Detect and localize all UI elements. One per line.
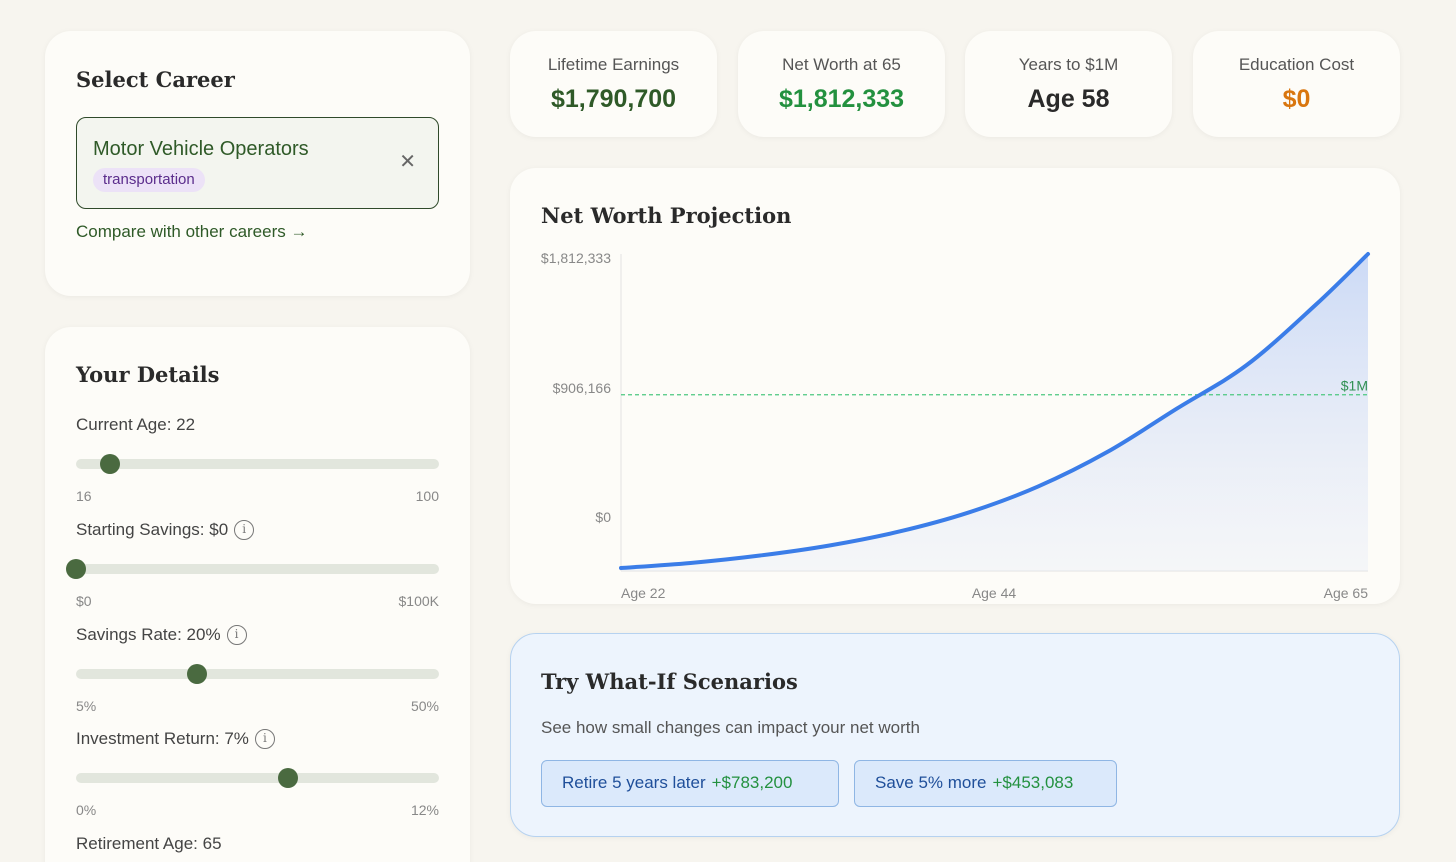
current-age-label: Current Age: 22: [76, 415, 196, 434]
current-age-max: 100: [415, 488, 439, 504]
select-career-title: Select Career: [76, 67, 235, 92]
investment-return-label: Investment Return: 7% i: [76, 728, 439, 750]
stat-label: Net Worth at 65: [782, 55, 901, 74]
starting-savings-slider-group: Starting Savings: $0 i $0 $100K: [66, 519, 439, 609]
scenario-delta: +$453,083: [992, 773, 1074, 792]
what-if-subtitle: See how small changes can impact your ne…: [541, 718, 920, 737]
investment-return-slider-group: Investment Return: 7% i 0% 12%: [76, 728, 439, 818]
what-if-title: Try What-If Scenarios: [541, 669, 798, 694]
what-if-card: Try What-If Scenarios See how small chan…: [510, 633, 1400, 837]
scenario-label: Retire 5 years later: [562, 773, 706, 792]
x-tick-label: Age 22: [621, 585, 666, 601]
starting-savings-max: $100K: [398, 593, 439, 609]
investment-return-thumb[interactable]: [277, 768, 298, 788]
x-tick-label: Age 44: [972, 585, 1017, 601]
net-worth-chart: $1M $1,812,333 $906,166 $0 Age 22 Age 44 Age 6…: [541, 250, 1370, 601]
retirement-age-label: Retirement Age: 65: [76, 834, 222, 853]
save-more-button[interactable]: Save 5% more +$453,083: [854, 760, 1117, 807]
your-details-title: Your Details: [76, 362, 220, 387]
compare-careers-link[interactable]: Compare with other careers →: [76, 222, 308, 241]
info-icon[interactable]: i: [254, 729, 275, 749]
stat-value: $1,790,700: [550, 85, 677, 113]
scenario-delta: +$783,200: [711, 773, 793, 792]
investment-return-min: 0%: [76, 802, 97, 818]
scenario-label: Save 5% more: [875, 773, 987, 792]
career-category-badge: transportation: [93, 168, 205, 192]
starting-savings-label: Starting Savings: $0 i: [76, 519, 439, 541]
y-tick-label: $1,812,333: [541, 250, 611, 266]
stat-value: $1,812,333: [778, 85, 905, 113]
current-age-thumb[interactable]: [100, 454, 121, 474]
savings-rate-slider-group: Savings Rate: 20% i 5% 50%: [76, 624, 439, 714]
stat-label: Years to $1M: [1018, 55, 1119, 74]
years-to-million-card: Years to $1M Age 58: [965, 31, 1172, 137]
starting-savings-min: $0: [76, 593, 92, 609]
net-worth-area: [621, 254, 1368, 571]
your-details-card: Your Details Current Age: 22 16 100 Star…: [45, 327, 470, 862]
investment-return-max: 12%: [410, 802, 439, 818]
million-threshold-label: $1M: [1341, 378, 1368, 394]
savings-rate-min: 5%: [76, 698, 97, 714]
info-icon[interactable]: i: [226, 625, 247, 645]
education-cost-card: Education Cost $0: [1193, 31, 1400, 137]
savings-rate-thumb[interactable]: [186, 664, 207, 684]
stat-label: Education Cost: [1238, 55, 1355, 74]
savings-rate-track[interactable]: [76, 664, 439, 684]
current-age-min: 16: [76, 488, 92, 504]
chart-title: Net Worth Projection: [541, 203, 792, 228]
stat-value: $0: [1282, 85, 1311, 113]
stat-label: Lifetime Earnings: [547, 55, 680, 74]
y-tick-label: $906,166: [553, 380, 612, 396]
current-age-slider-group: Current Age: 22 16 100: [76, 414, 439, 504]
selected-career-name: Motor Vehicle Operators: [93, 138, 309, 160]
x-tick-label: Age 65: [1324, 585, 1369, 601]
info-icon[interactable]: i: [234, 520, 255, 540]
select-career-card: Select Career Motor Vehicle Operators tr…: [45, 31, 470, 296]
stat-value: Age 58: [1027, 85, 1110, 113]
savings-rate-max: 50%: [410, 698, 439, 714]
close-icon[interactable]: ✕: [399, 151, 416, 173]
selected-career-box[interactable]: Motor Vehicle Operators transportation ✕: [76, 117, 439, 209]
net-worth-card: Net Worth at 65 $1,812,333: [738, 31, 945, 137]
savings-rate-label: Savings Rate: 20% i: [76, 624, 439, 646]
retirement-age-slider-group: Retirement Age: 65: [76, 833, 439, 855]
net-worth-line: [619, 252, 1370, 570]
lifetime-earnings-card: Lifetime Earnings $1,790,700: [510, 31, 717, 137]
starting-savings-thumb[interactable]: [66, 559, 86, 579]
investment-return-track[interactable]: [76, 768, 439, 788]
retire-later-button[interactable]: Retire 5 years later +$783,200: [541, 760, 839, 807]
y-tick-label: $0: [595, 509, 611, 525]
starting-savings-track[interactable]: [66, 559, 439, 579]
current-age-track[interactable]: [76, 454, 439, 474]
net-worth-chart-card: Net Worth Projection $1M $1,812,333 $906,1…: [510, 168, 1400, 604]
